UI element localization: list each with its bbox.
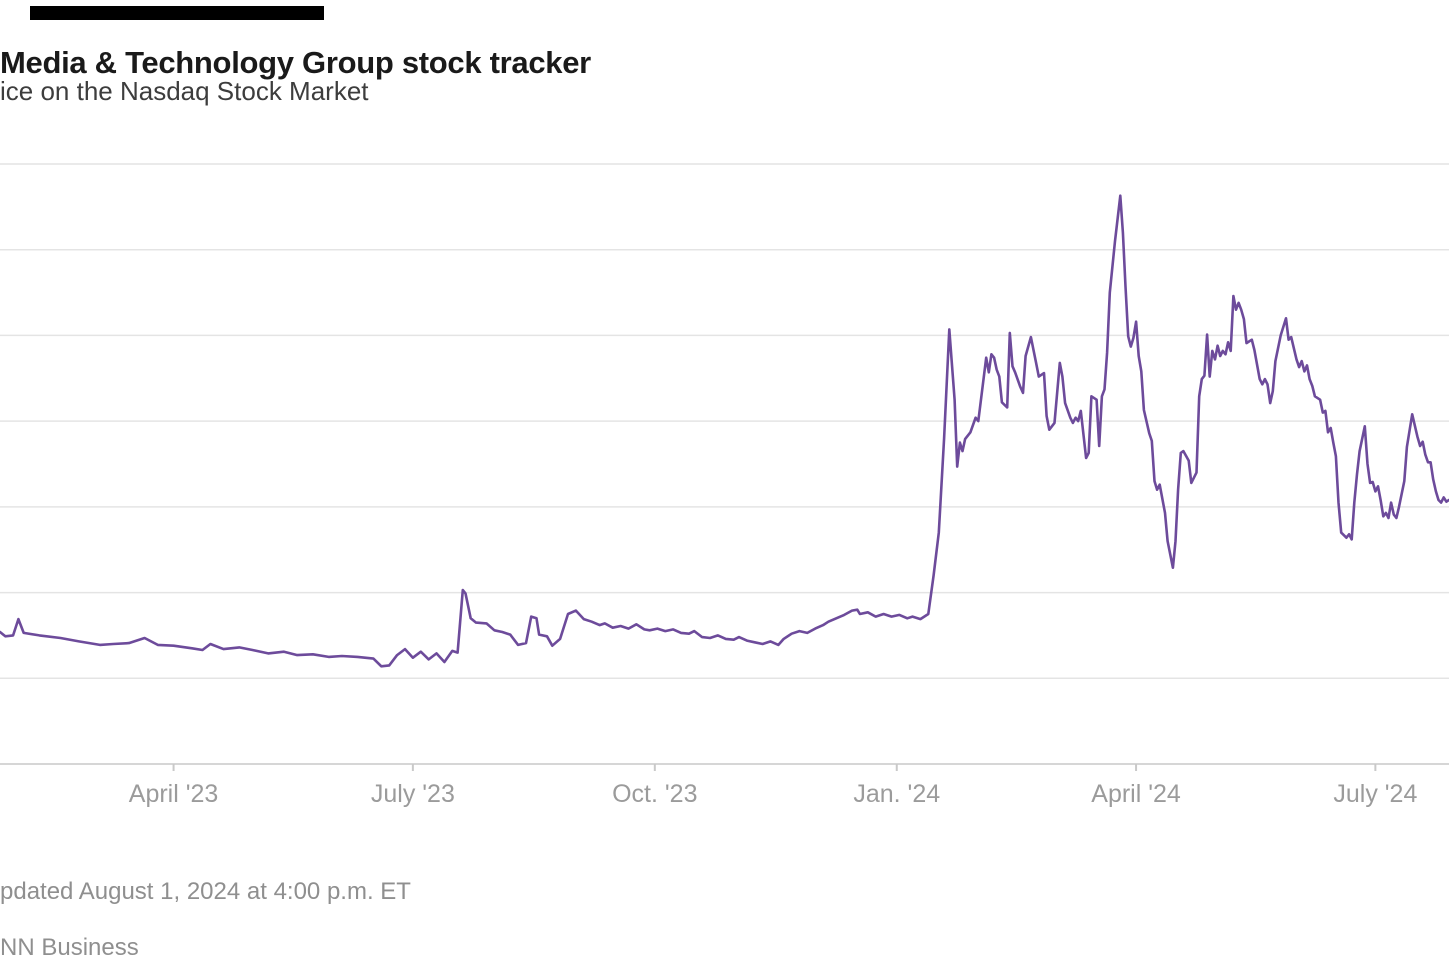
page-subtitle: ice on the Nasdaq Stock Market: [0, 76, 369, 106]
x-axis-label: April '24: [1091, 780, 1181, 808]
x-axis-label: Oct. '23: [612, 780, 697, 808]
x-axis-label: April '23: [129, 780, 219, 808]
price-line: [0, 194, 1449, 668]
cropped-header-bar: [30, 6, 324, 20]
x-axis-label: Jan. '24: [853, 780, 940, 808]
x-axis-label: July '24: [1333, 780, 1417, 808]
last-updated-text: pdated August 1, 2024 at 4:00 p.m. ET: [0, 878, 411, 905]
x-axis-label: July '23: [371, 780, 455, 808]
page-title: Media & Technology Group stock tracker: [0, 44, 591, 80]
source-attribution-text: NN Business: [0, 934, 139, 961]
